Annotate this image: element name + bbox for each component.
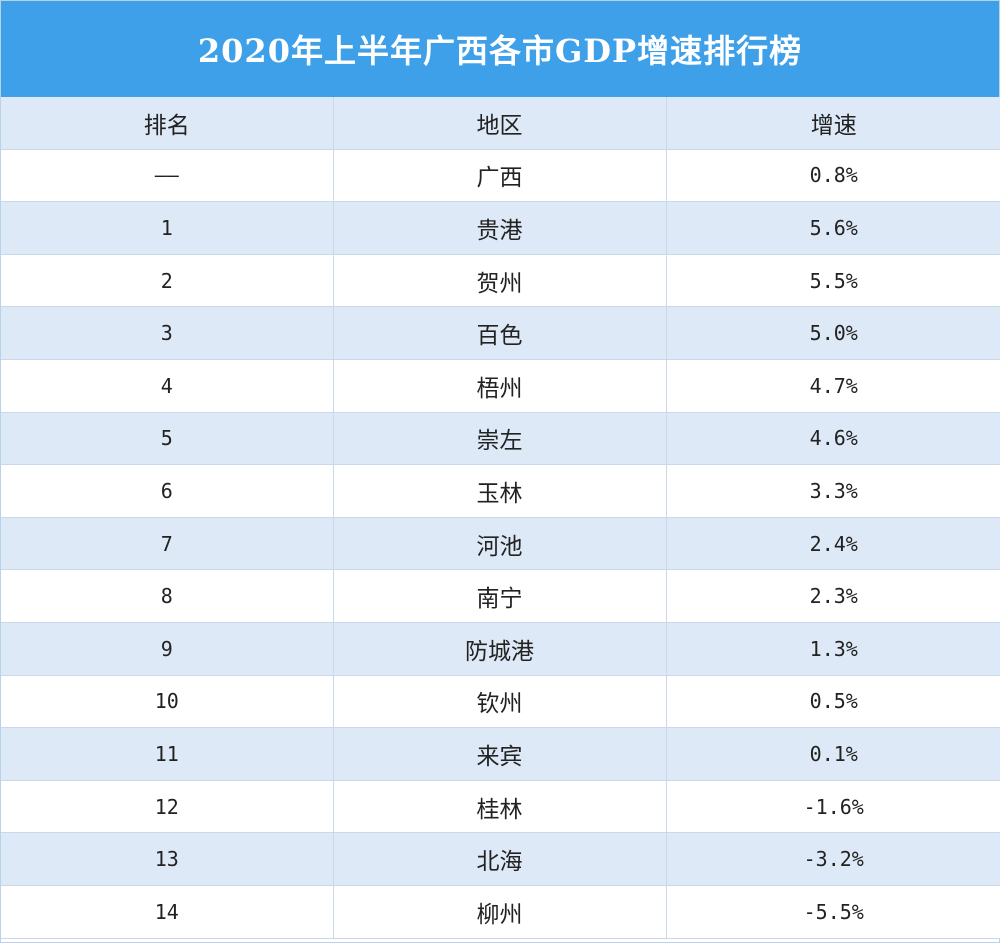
cell-rank: 11 [1,727,334,781]
cell-rank: 12 [1,780,334,834]
table-row: 7 河池 2.4% [1,517,1000,571]
header-region: 地区 [333,97,667,150]
cell-rank: 2 [1,254,334,308]
header-rank: 排名 [1,97,334,150]
table-row: 2 贺州 5.5% [1,254,1000,308]
cell-growth: 3.3% [666,464,1000,518]
table-row: 5 崇左 4.6% [1,412,1000,466]
cell-rank: 13 [1,832,334,886]
cell-growth: 5.5% [666,254,1000,308]
table-row: 11 来宾 0.1% [1,727,1000,781]
cell-rank: 14 [1,885,334,939]
cell-growth: 0.1% [666,727,1000,781]
cell-rank: 3 [1,306,334,360]
cell-region: 百色 [333,306,667,360]
cell-region: 南宁 [333,569,667,623]
cell-rank: 5 [1,412,334,466]
cell-rank: 8 [1,569,334,623]
cell-rank: —— [1,149,334,203]
cell-region: 来宾 [333,727,667,781]
table-row: 10 钦州 0.5% [1,675,1000,729]
cell-region: 防城港 [333,622,667,676]
table-row: 6 玉林 3.3% [1,464,1000,518]
cell-growth: 2.3% [666,569,1000,623]
cell-region: 崇左 [333,412,667,466]
cell-region: 钦州 [333,675,667,729]
gdp-growth-table: 排名 地区 增速 —— 广西 0.8% 1 贵港 5.6% 2 贺州 5.5% [1,97,1000,939]
header-growth: 增速 [666,97,1000,150]
cell-region: 河池 [333,517,667,571]
cell-growth: 5.0% [666,306,1000,360]
table-row: 4 梧州 4.7% [1,359,1000,413]
cell-region: 贵港 [333,201,667,255]
cell-rank: 7 [1,517,334,571]
table-title: 2020年上半年广西各市GDP增速排行榜 [1,1,999,97]
table-row: —— 广西 0.8% [1,149,1000,203]
cell-region: 桂林 [333,780,667,834]
cell-growth: 0.5% [666,675,1000,729]
cell-region: 广西 [333,149,667,203]
table-row: 14 柳州 -5.5% [1,885,1000,939]
cell-region: 玉林 [333,464,667,518]
cell-growth: -1.6% [666,780,1000,834]
cell-growth: -5.5% [666,885,1000,939]
cell-rank: 1 [1,201,334,255]
cell-growth: 4.6% [666,412,1000,466]
table-row: 12 桂林 -1.6% [1,780,1000,834]
table-row: 3 百色 5.0% [1,306,1000,360]
cell-rank: 10 [1,675,334,729]
table-row: 13 北海 -3.2% [1,832,1000,886]
cell-rank: 9 [1,622,334,676]
cell-rank: 6 [1,464,334,518]
cell-growth: 4.7% [666,359,1000,413]
cell-region: 梧州 [333,359,667,413]
cell-rank: 4 [1,359,334,413]
cell-growth: 1.3% [666,622,1000,676]
cell-growth: -3.2% [666,832,1000,886]
table-row: 9 防城港 1.3% [1,622,1000,676]
cell-growth: 2.4% [666,517,1000,571]
cell-region: 贺州 [333,254,667,308]
table-row: 8 南宁 2.3% [1,569,1000,623]
table-row: 1 贵港 5.6% [1,201,1000,255]
table-header-row: 排名 地区 增速 [1,97,1000,150]
cell-growth: 0.8% [666,149,1000,203]
cell-region: 北海 [333,832,667,886]
cell-region: 柳州 [333,885,667,939]
cell-growth: 5.6% [666,201,1000,255]
